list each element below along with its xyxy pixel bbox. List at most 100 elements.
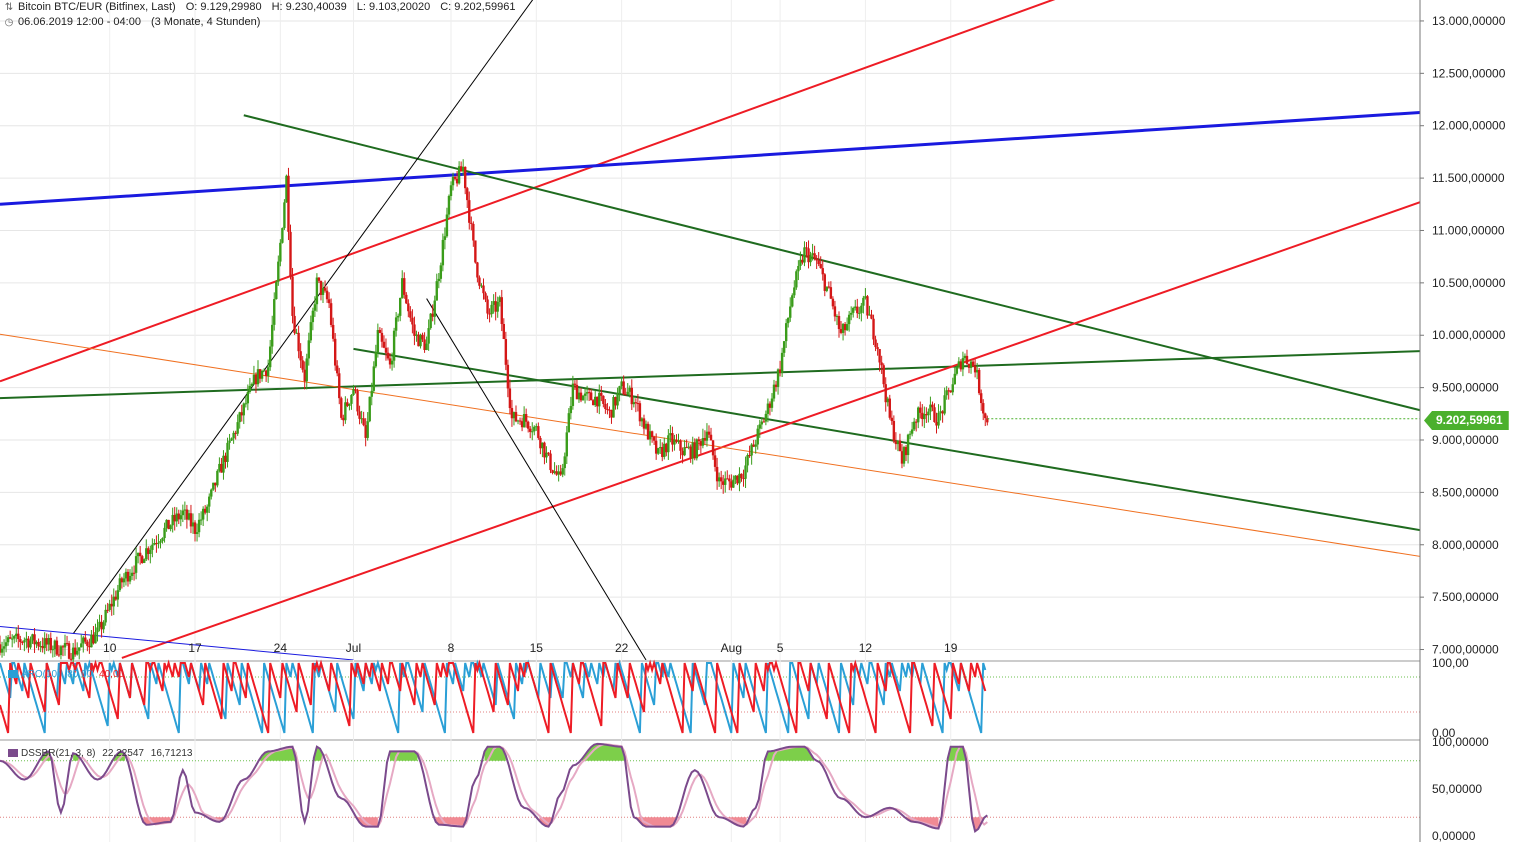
candle-body (138, 552, 142, 557)
candle-body (488, 313, 491, 315)
candle-body (195, 532, 199, 534)
candle-body (579, 392, 583, 401)
candle-body (240, 412, 243, 416)
candle-body (699, 441, 703, 446)
candle-body (303, 369, 306, 382)
candle-body (327, 299, 331, 304)
candle-body (531, 431, 534, 433)
candle-body (98, 621, 101, 628)
candle-body (57, 654, 61, 656)
candle-body (118, 578, 122, 591)
candle-body (929, 404, 932, 412)
candle-body (478, 277, 481, 286)
dss-indicator (0, 742, 1420, 834)
candle-body (143, 559, 146, 563)
candle-body (831, 298, 835, 307)
candle-body (220, 463, 223, 473)
candle-body (772, 384, 776, 399)
candle-body (555, 471, 558, 475)
candle-body (650, 431, 654, 438)
candle-body (350, 394, 353, 404)
candle-body (271, 324, 274, 347)
candle-body (464, 166, 467, 189)
candle-body (906, 434, 910, 456)
candle-body (876, 347, 879, 350)
candle-body (236, 422, 239, 434)
candle-body (573, 383, 577, 385)
candle-body (520, 421, 524, 428)
candle-body (514, 412, 518, 422)
candle-body (122, 578, 126, 583)
candle-body (740, 473, 743, 479)
candle-body (931, 404, 934, 408)
candle-body (108, 603, 111, 610)
candle-body (500, 297, 503, 324)
candle-body (799, 259, 802, 266)
candle-body (258, 369, 262, 379)
candle-body (679, 440, 682, 451)
y-tick-label: 7.500,00000 (1432, 590, 1499, 604)
candle-body (565, 432, 568, 457)
candle-body (663, 443, 666, 457)
candle-body (752, 444, 755, 447)
candle-body (90, 634, 93, 648)
up-down-arrows-icon[interactable]: ⇅ (4, 2, 14, 13)
candle-body (177, 513, 180, 520)
candle-body (277, 261, 280, 282)
candle-body (787, 317, 790, 324)
candle-body (498, 297, 501, 302)
candle-body (165, 519, 168, 528)
candle-body (715, 466, 719, 482)
candle-body (888, 398, 891, 418)
dss-line-value: 22,22547 (102, 748, 144, 759)
candle-body (295, 332, 298, 334)
aroon-swatch (8, 670, 18, 678)
candle-body (656, 448, 660, 454)
candle-body (348, 403, 351, 406)
candle-body (141, 556, 144, 563)
dss-y-tick-label: 0,00000 (1432, 829, 1476, 842)
candle-body (413, 324, 416, 336)
candle-body (474, 240, 477, 263)
candle-body (594, 396, 597, 406)
candle-body (114, 596, 117, 600)
candle-body (43, 638, 46, 649)
candle-body (583, 393, 587, 396)
dss-signal-value: 16,71213 (150, 748, 193, 759)
candle-body (803, 247, 806, 263)
trendline (353, 347, 1420, 532)
candle-body (736, 475, 739, 484)
candle-body (795, 271, 798, 288)
candle-body (449, 185, 453, 197)
candle-body (2, 646, 6, 649)
candle-body (273, 299, 276, 325)
candle-body (975, 369, 979, 373)
candle-body (224, 455, 227, 462)
candle-body (134, 556, 138, 573)
candle-body (986, 418, 989, 423)
candle-body (376, 330, 380, 353)
candle-body (910, 429, 914, 434)
candle-body (935, 421, 938, 426)
candle-body (431, 313, 434, 317)
trendline (243, 114, 1420, 412)
candle-body (100, 621, 103, 630)
candle-body (86, 641, 89, 646)
candle-body (971, 361, 975, 367)
candle-body (919, 407, 922, 413)
candle-body (297, 332, 300, 352)
candle-body (598, 392, 601, 407)
candlestick-series (0, 159, 1420, 666)
candle-body (949, 390, 952, 393)
candle-body (640, 418, 644, 422)
candle-body (933, 407, 936, 422)
aroon-y-tick-label: 100,00 (1432, 656, 1469, 670)
candle-body (654, 440, 658, 454)
candle-body (370, 390, 373, 397)
candle-body (447, 196, 451, 215)
candle-body (104, 609, 107, 623)
candle-body (880, 362, 883, 366)
candle-body (600, 392, 603, 396)
candle-body (4, 642, 8, 647)
candle-body (591, 400, 595, 406)
